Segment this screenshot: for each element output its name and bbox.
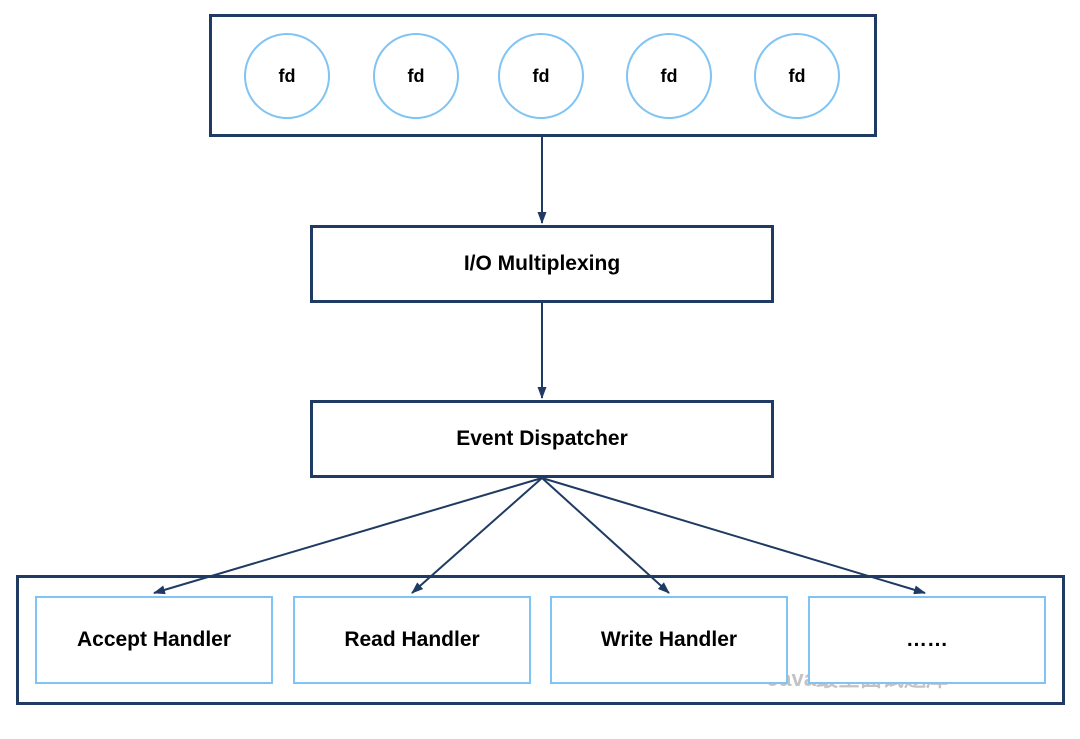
- handler-box: ……: [808, 596, 1046, 684]
- fd-label: fd: [661, 66, 678, 87]
- fd-label: fd: [408, 66, 425, 87]
- fd-circle: fd: [626, 33, 712, 119]
- fd-circle: fd: [498, 33, 584, 119]
- handler-label: Write Handler: [601, 628, 737, 652]
- event-dispatcher-label: Event Dispatcher: [456, 427, 628, 451]
- fd-label: fd: [279, 66, 296, 87]
- fd-label: fd: [789, 66, 806, 87]
- io-multiplexing-label: I/O Multiplexing: [464, 252, 620, 276]
- handler-label: Read Handler: [344, 628, 479, 652]
- handler-label: Accept Handler: [77, 628, 231, 652]
- handler-label: ……: [906, 628, 948, 652]
- fd-label: fd: [533, 66, 550, 87]
- fd-circle: fd: [244, 33, 330, 119]
- event-dispatcher-box: Event Dispatcher: [310, 400, 774, 478]
- handler-box: Accept Handler: [35, 596, 273, 684]
- fd-circle: fd: [373, 33, 459, 119]
- handler-box: Read Handler: [293, 596, 531, 684]
- fd-circle: fd: [754, 33, 840, 119]
- io-multiplexing-box: I/O Multiplexing: [310, 225, 774, 303]
- handler-box: Write Handler: [550, 596, 788, 684]
